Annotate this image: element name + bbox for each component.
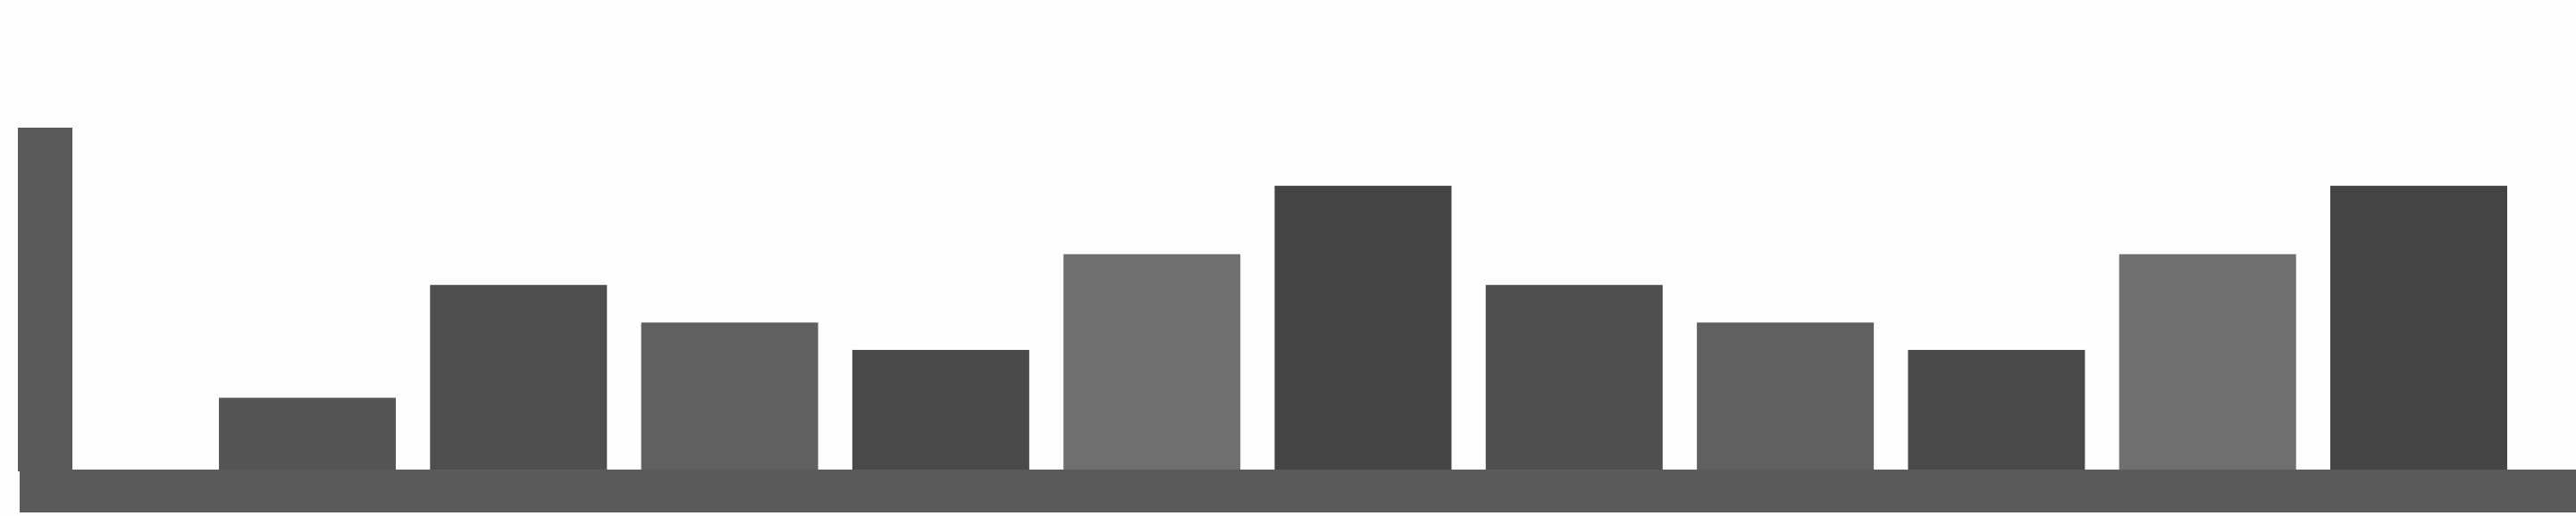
bar — [1063, 254, 1241, 470]
bar — [641, 322, 818, 470]
y-axis — [18, 128, 72, 471]
bar — [1274, 186, 1452, 470]
bar — [1908, 349, 2085, 470]
bar — [1485, 285, 1663, 470]
bar — [2330, 186, 2507, 470]
bar — [852, 349, 1029, 470]
x-axis — [20, 470, 2576, 512]
bar — [430, 285, 608, 470]
bar — [2119, 254, 2296, 470]
bar — [1697, 322, 1875, 470]
bar — [219, 397, 396, 470]
